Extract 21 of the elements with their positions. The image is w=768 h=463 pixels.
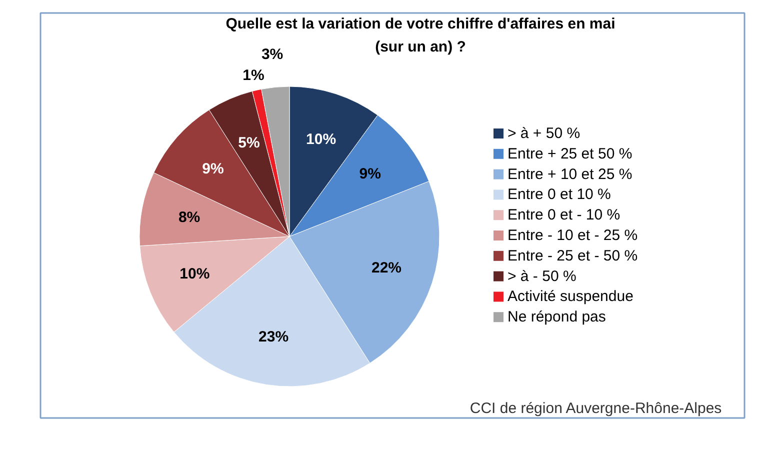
legend-label: Ne répond pas bbox=[508, 308, 606, 326]
legend-label: Entre 0 et 10 % bbox=[508, 186, 611, 204]
data-label: 5% bbox=[238, 134, 260, 152]
data-label: 8% bbox=[178, 208, 200, 226]
legend-label: Entre - 25 et - 50 % bbox=[508, 247, 638, 264]
legend-label: Activité suspendue bbox=[508, 288, 634, 306]
data-label: 22% bbox=[371, 260, 402, 277]
data-label: 10% bbox=[306, 130, 336, 148]
data-label: 3% bbox=[261, 46, 284, 63]
data-label: 9% bbox=[202, 160, 224, 178]
data-label: 23% bbox=[258, 328, 289, 346]
legend-label: Entre - 10 et - 25 % bbox=[508, 227, 638, 244]
legend-label: > à - 50 % bbox=[508, 268, 576, 285]
legend-label: Entre + 25 et 50 % bbox=[508, 145, 632, 162]
data-label: 1% bbox=[242, 66, 264, 84]
legend-label: > à + 50 % bbox=[508, 125, 580, 142]
legend-label: Entre 0 et - 10 % bbox=[508, 206, 620, 224]
legend-label: Entre + 10 et 25 % bbox=[508, 166, 632, 183]
data-label: 9% bbox=[359, 165, 381, 182]
text: CCI de région Auvergne-Rhône-Alpes bbox=[470, 400, 722, 417]
data-label: 10% bbox=[180, 266, 210, 283]
